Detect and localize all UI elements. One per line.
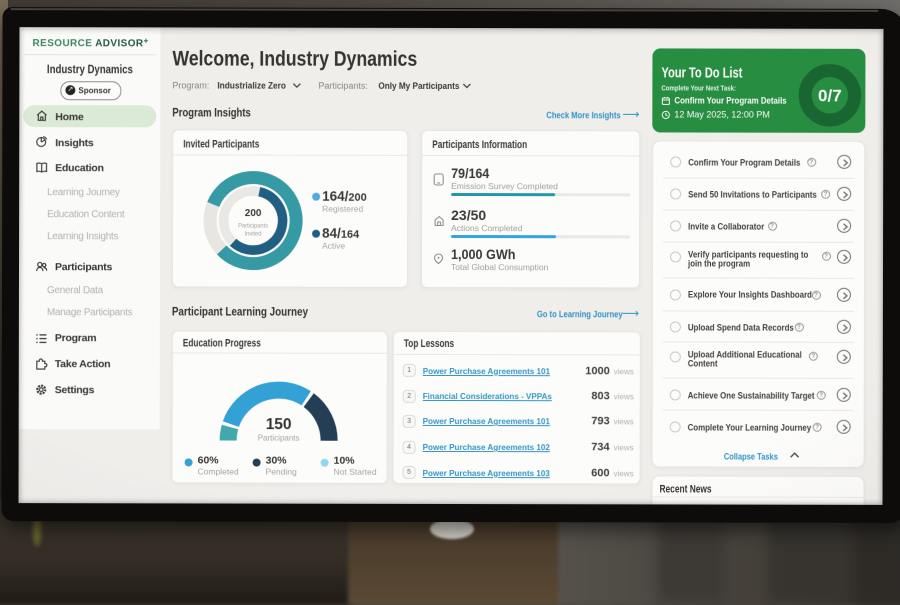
svg-text:Invited: Invited bbox=[245, 232, 262, 238]
svg-text:0/7: 0/7 bbox=[818, 86, 842, 105]
svg-text:Participants: Participants bbox=[238, 224, 268, 230]
svg-text:Participants: Participants bbox=[258, 434, 300, 443]
svg-text:150: 150 bbox=[266, 416, 292, 433]
svg-text:200: 200 bbox=[245, 208, 262, 219]
